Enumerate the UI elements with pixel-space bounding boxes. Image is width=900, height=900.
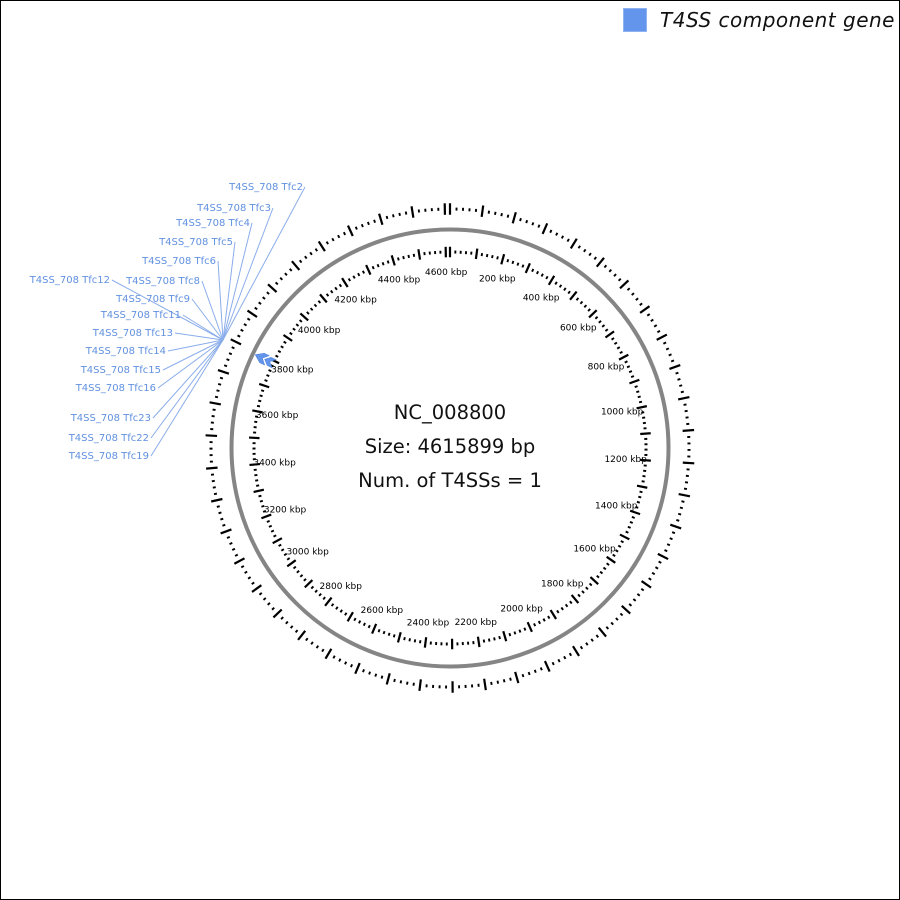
gene-callout-line: [191, 298, 224, 341]
t4ss-gene-arrow: [254, 353, 277, 369]
gene-label: T4SS_708 Tfc19: [68, 451, 149, 462]
gene-callout-line: [150, 339, 224, 457]
kbp-tick-label: 4200 kbp: [334, 295, 377, 305]
gene-callout-line: [182, 314, 224, 341]
gene-label: T4SS_708 Tfc6: [141, 256, 216, 267]
gene-label: T4SS_708 Tfc12: [29, 275, 110, 286]
kbp-tick-label: 3000 kbp: [286, 547, 329, 557]
kbp-tick-label: 1600 kbp: [573, 544, 616, 554]
kbp-tick-label: 3600 kbp: [256, 411, 299, 421]
kbp-tick-label: 4000 kbp: [298, 326, 341, 336]
kbp-tick-label: 1200 kbp: [604, 455, 647, 465]
kbp-tick-label: 800 kbp: [588, 362, 625, 372]
genome-circle: [229, 227, 671, 669]
gene-label: T4SS_708 Tfc9: [115, 294, 190, 305]
kbp-tick-label: 2000 kbp: [500, 605, 543, 615]
kbp-tick-label: 400 kbp: [523, 293, 560, 303]
kbp-tick-label: 2400 kbp: [407, 619, 450, 629]
legend: T4SS component gene: [623, 8, 895, 32]
tick-ring-outer: [205, 203, 695, 693]
kbp-tick-label: 1000 kbp: [601, 407, 644, 417]
gene-callout-line: [174, 332, 224, 341]
gene-callout-line: [152, 339, 224, 419]
kbp-tick-label: 200 kbp: [479, 274, 516, 284]
gene-label: T4SS_708 Tfc23: [70, 413, 151, 424]
kbp-labels: 200 kbp 400 kbp 600 kbp 800 kbp 1000 kbp 1200…: [253, 268, 647, 629]
kbp-tick-label: 2200 kbp: [455, 618, 498, 628]
gene-label: T4SS_708 Tfc15: [80, 365, 161, 376]
kbp-tick-label: 1400 kbp: [595, 502, 638, 512]
gene-label: T4SS_708 Tfc22: [68, 433, 149, 444]
gene-label: T4SS_708 Tfc11: [100, 310, 181, 321]
kbp-tick-label: 4600 kbp: [425, 268, 468, 278]
gene-label: T4SS_708 Tfc14: [85, 346, 166, 357]
genome-accession: NC_008800: [393, 401, 507, 424]
gene-callout-line: [157, 339, 224, 389]
kbp-tick-label: 3200 kbp: [264, 505, 307, 515]
gene-callout-line: [201, 280, 224, 341]
gene-callout-line: [167, 339, 224, 352]
gene-label: T4SS_708 Tfc4: [175, 218, 250, 229]
kbp-tick-label: 4400 kbp: [378, 275, 421, 285]
gene-callout-line: [222, 186, 306, 341]
gene-callout-line: [111, 279, 224, 341]
gene-label: T4SS_708 Tfc13: [92, 328, 173, 339]
kbp-tick-label: 3800 kbp: [271, 366, 314, 376]
gene-label: T4SS_708 Tfc16: [75, 383, 156, 394]
gene-callout-line: [217, 260, 224, 341]
kbp-tick-label: 3400 kbp: [253, 459, 296, 469]
gene-label: T4SS_708 Tfc2: [228, 182, 303, 193]
legend-label: T4SS component gene: [660, 8, 895, 32]
gene-callouts: T4SS_708 Tfc2 T4SS_708 Tfc3 T4SS_708 Tfc4 T…: [29, 182, 306, 462]
gene-callout-line: [222, 241, 236, 341]
kbp-tick-label: 2800 kbp: [320, 582, 363, 592]
kbp-tick-label: 2600 kbp: [361, 606, 404, 616]
gene-callout-line: [222, 222, 253, 341]
tick-ring-inner: [248, 246, 651, 650]
kbp-tick-label: 1800 kbp: [541, 579, 584, 589]
genome-num-t4ss: Num. of T4SSs = 1: [358, 469, 542, 492]
gene-label: T4SS_708 Tfc5: [158, 237, 233, 248]
gene-label: T4SS_708 Tfc8: [125, 276, 200, 287]
gene-callout-line: [162, 339, 224, 371]
gene-callout-line: [222, 207, 274, 341]
gene-callout-line: [150, 339, 224, 439]
genome-size: Size: 4615899 bp: [364, 435, 536, 458]
gene-label: T4SS_708 Tfc3: [196, 203, 271, 214]
t4ss-gene-color-swatch: [623, 8, 648, 32]
kbp-tick-label: 600 kbp: [560, 323, 597, 333]
genome-summary: NC_008800 Size: 4615899 bp Num. of T4SSs…: [0, 396, 900, 498]
